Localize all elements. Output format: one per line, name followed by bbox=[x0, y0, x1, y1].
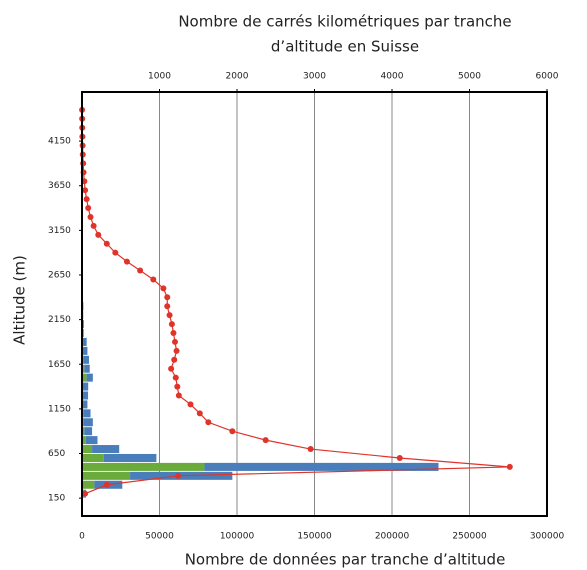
point bbox=[196, 410, 203, 417]
y-axis-label: Altitude (m) bbox=[11, 255, 29, 345]
point bbox=[175, 392, 182, 399]
bar bbox=[82, 427, 85, 436]
y-tick-label: 2650 bbox=[48, 270, 71, 280]
point bbox=[112, 249, 119, 256]
bar bbox=[82, 462, 205, 471]
bar bbox=[82, 391, 89, 400]
point bbox=[171, 356, 178, 363]
bar bbox=[82, 373, 87, 382]
bar bbox=[92, 445, 120, 454]
point bbox=[95, 231, 102, 238]
x2-tick-label: 4000 bbox=[381, 72, 404, 82]
bar bbox=[85, 436, 98, 445]
point bbox=[137, 267, 144, 274]
bar bbox=[82, 400, 88, 409]
point bbox=[262, 437, 269, 444]
point bbox=[229, 428, 236, 435]
point bbox=[103, 481, 110, 488]
point bbox=[307, 446, 314, 453]
x2-tick-label: 3000 bbox=[303, 72, 326, 82]
point bbox=[103, 240, 110, 247]
chart-title: Nombre de carrés kilométriques par tranc… bbox=[178, 13, 511, 31]
point bbox=[174, 383, 181, 390]
line bbox=[81, 109, 510, 495]
x2-tick-label: 5000 bbox=[458, 72, 481, 82]
bar bbox=[86, 373, 93, 382]
point bbox=[187, 401, 194, 408]
y-tick-label: 650 bbox=[48, 449, 65, 459]
x-tick-label: 250000 bbox=[452, 532, 487, 542]
x2-tick-label: 1000 bbox=[148, 72, 171, 82]
point bbox=[172, 374, 179, 381]
y-tick-label: 150 bbox=[48, 494, 65, 504]
x-tick-label: 0 bbox=[79, 532, 85, 542]
bar bbox=[82, 471, 131, 480]
point bbox=[87, 213, 94, 220]
point bbox=[168, 365, 175, 372]
point bbox=[205, 419, 212, 426]
bar bbox=[82, 320, 84, 329]
bar bbox=[103, 453, 157, 462]
bar bbox=[82, 364, 85, 373]
point bbox=[90, 222, 97, 229]
x-tick-label: 100000 bbox=[220, 532, 255, 542]
y-tick-label: 3650 bbox=[48, 181, 71, 191]
point bbox=[164, 303, 171, 310]
point bbox=[82, 187, 89, 194]
bar bbox=[82, 337, 87, 346]
point bbox=[168, 321, 175, 328]
point bbox=[175, 472, 182, 479]
bar bbox=[204, 462, 439, 471]
bar bbox=[83, 409, 91, 418]
x-axis-label: Nombre de données par tranche d’altitude bbox=[185, 551, 506, 569]
bar bbox=[83, 418, 93, 427]
bar bbox=[82, 328, 84, 338]
point bbox=[172, 338, 178, 345]
point bbox=[166, 312, 173, 319]
point bbox=[83, 196, 90, 203]
plot-border bbox=[81, 91, 548, 517]
point bbox=[82, 490, 89, 497]
y-tick-label: 1150 bbox=[48, 404, 71, 414]
bar bbox=[83, 355, 89, 364]
point bbox=[170, 330, 177, 337]
x-tick-label: 150000 bbox=[297, 532, 332, 542]
x-tick-label: 300000 bbox=[530, 532, 565, 542]
chart-title: d’altitude en Suisse bbox=[271, 38, 419, 56]
point bbox=[506, 463, 513, 470]
y-tick-label: 4150 bbox=[48, 137, 71, 147]
bar bbox=[84, 427, 93, 436]
y-tick-label: 1650 bbox=[48, 360, 71, 370]
bar bbox=[82, 480, 95, 489]
bar bbox=[82, 453, 104, 462]
bar bbox=[82, 382, 89, 391]
y-tick-label: 3150 bbox=[48, 226, 71, 236]
point bbox=[160, 285, 167, 292]
point bbox=[173, 347, 180, 354]
point bbox=[164, 294, 171, 301]
bar bbox=[82, 445, 93, 454]
bar bbox=[84, 364, 90, 373]
x2-tick-label: 6000 bbox=[536, 72, 559, 82]
x2-tick-label: 2000 bbox=[226, 72, 249, 82]
bar bbox=[82, 346, 88, 355]
point bbox=[123, 258, 130, 265]
y-tick-label: 2150 bbox=[48, 315, 71, 325]
point bbox=[85, 205, 92, 212]
x-tick-label: 50000 bbox=[145, 532, 174, 542]
point bbox=[396, 454, 403, 461]
bar bbox=[82, 436, 86, 445]
point bbox=[150, 276, 157, 283]
x-tick-label: 200000 bbox=[375, 532, 410, 542]
